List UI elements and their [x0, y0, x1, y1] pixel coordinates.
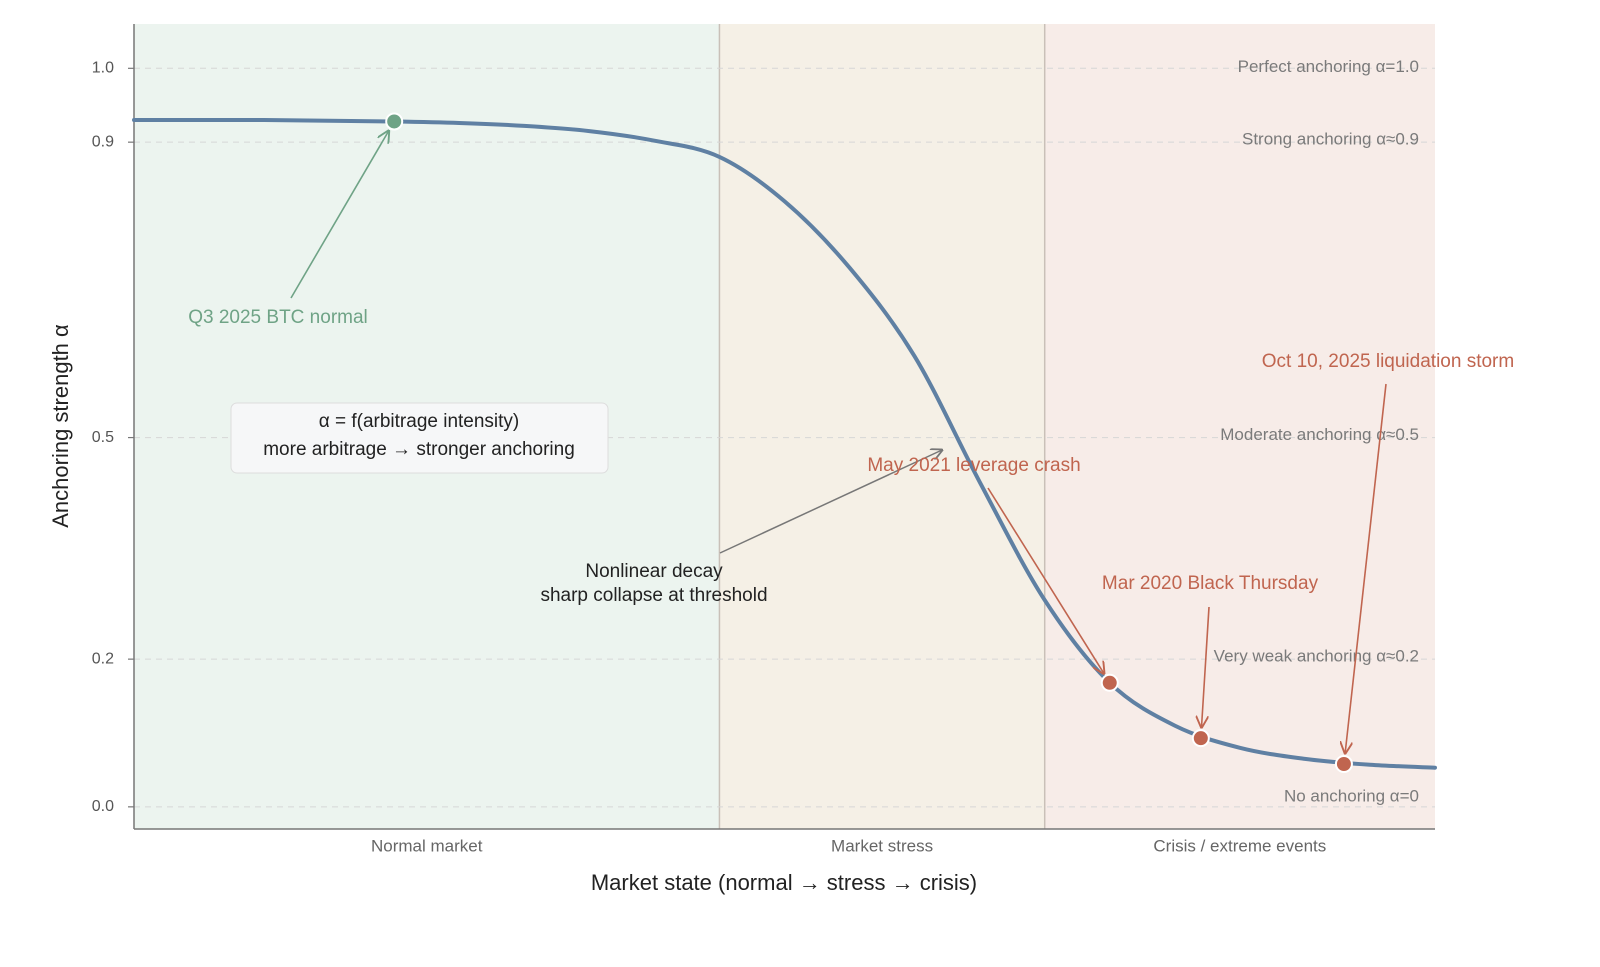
region-label: Market stress	[831, 836, 933, 855]
event-point	[1334, 755, 1353, 774]
y-tick-label: 1.0	[92, 60, 114, 77]
y-tick-label: 0.2	[92, 650, 114, 667]
event-arrow	[1202, 606, 1210, 727]
event-arrow	[987, 487, 1104, 673]
reference-label: Strong anchoring α≈0.9	[1242, 130, 1419, 149]
formula-text: more arbitrage → stronger anchoring	[263, 439, 575, 460]
event-arrow	[290, 131, 389, 299]
event-point	[385, 112, 404, 131]
y-tick-label: 0.9	[92, 133, 114, 150]
event-label: Oct 10, 2025 liquidation storm	[1262, 351, 1514, 372]
formula-box	[230, 402, 609, 474]
region-band	[1044, 24, 1435, 829]
annotation-text: sharp collapse at threshold	[540, 585, 767, 606]
regions: Normal market Market stress Crisis / extre…	[134, 24, 1435, 855]
region-label: Crisis / extreme events	[1153, 836, 1326, 855]
region-label: Normal market	[371, 836, 483, 855]
annotation-arrow	[719, 450, 942, 554]
event-arrow	[1345, 383, 1387, 753]
event-point	[1100, 673, 1119, 692]
annotation-text: Nonlinear decay	[585, 561, 723, 582]
plot: 0.0 0.2 0.5 0.9 1.0 Q3 2025 BTC normal May 202…	[92, 24, 1514, 830]
region-band	[719, 24, 1045, 829]
event-label: Q3 2025 BTC normal	[188, 307, 368, 328]
reference-label: Moderate anchoring α≈0.5	[1220, 425, 1419, 444]
reference-label: No anchoring α=0	[1284, 786, 1419, 805]
formula-text: α = f(arbitrage intensity)	[319, 411, 520, 432]
reference-label: Perfect anchoring α=1.0	[1238, 57, 1419, 76]
event-label: Mar 2020 Black Thursday	[1102, 573, 1319, 594]
x-axis-label: Market state (normal → stress → crisis)	[591, 870, 977, 895]
event-label: May 2021 leverage crash	[867, 455, 1080, 476]
event-point	[1191, 729, 1210, 748]
reference-label: Very weak anchoring α≈0.2	[1214, 647, 1419, 666]
reference-lines: Perfect anchoring α=1.0 Strong anchoring …	[134, 57, 1435, 808]
y-tick-label: 0.5	[92, 429, 114, 446]
y-tick-label: 0.0	[92, 798, 114, 815]
y-axis-label: Anchoring strength α	[48, 324, 73, 528]
